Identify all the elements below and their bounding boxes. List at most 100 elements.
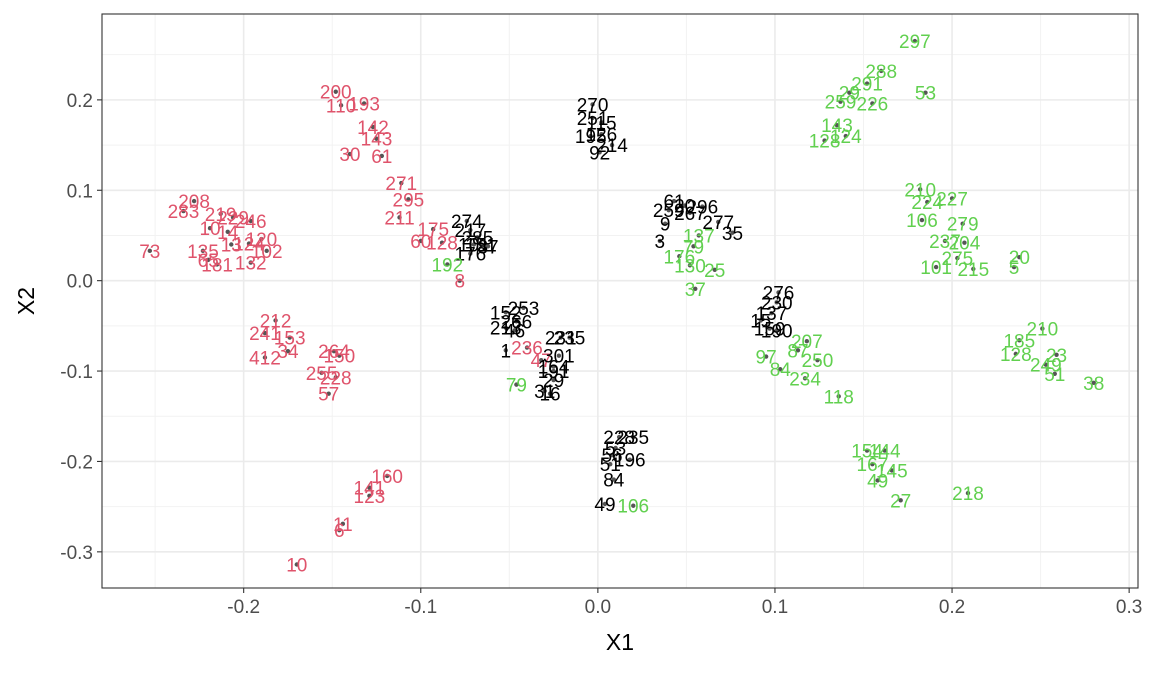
- point-label: 291: [851, 75, 883, 96]
- data-point: [971, 266, 976, 272]
- point-label: 266: [501, 312, 533, 333]
- data-point: [613, 445, 618, 451]
- point-label: 135: [187, 242, 219, 263]
- data-point: [503, 310, 508, 315]
- x-axis-ticks: -0.2 -0.1 0.0 0.1 0.2 0.3: [227, 588, 1142, 618]
- point-label: 210: [904, 180, 936, 201]
- point-label: 196: [614, 451, 646, 472]
- data-point: [590, 102, 595, 107]
- data-point: [468, 227, 473, 233]
- point-label: 35: [722, 224, 743, 245]
- data-point: [521, 305, 526, 310]
- data-point: [822, 138, 827, 143]
- data-point: [285, 348, 291, 354]
- data-point: [478, 242, 484, 247]
- point-label: 195: [575, 127, 607, 148]
- point-label: 277: [702, 213, 734, 234]
- data-point: [229, 242, 234, 247]
- data-point: [538, 358, 544, 363]
- point-label: 296: [686, 198, 718, 219]
- data-point: [942, 238, 948, 244]
- point-label: 144: [869, 442, 901, 463]
- data-point: [503, 348, 508, 353]
- point-label: 53: [605, 439, 626, 460]
- data-point: [1052, 371, 1057, 376]
- data-point: [599, 120, 604, 125]
- point-label: 29: [839, 84, 860, 105]
- point-label: 159: [754, 320, 786, 341]
- point-label: 143: [821, 116, 853, 137]
- point-label: 16: [539, 385, 560, 406]
- point-label: 176: [663, 247, 695, 268]
- point-label: 132: [235, 254, 267, 275]
- data-point: [230, 215, 236, 220]
- data-point: [838, 99, 843, 104]
- point-label: 23: [1046, 346, 1067, 367]
- data-point: [933, 264, 939, 270]
- data-point: [666, 207, 671, 213]
- data-point: [333, 89, 338, 94]
- point-label: 246: [235, 212, 267, 233]
- point-label: 101: [458, 236, 490, 257]
- point-label: 13: [221, 236, 242, 257]
- data-point: [333, 375, 338, 380]
- data-point: [870, 101, 875, 106]
- point-label: 79: [506, 376, 527, 397]
- point-label: 84: [770, 360, 792, 381]
- point-label: 3: [655, 232, 666, 253]
- data-point: [218, 211, 223, 216]
- data-point: [248, 218, 253, 224]
- point-label: 192: [431, 255, 463, 276]
- data-point: [262, 330, 268, 336]
- data-point: [542, 388, 547, 394]
- data-point: [246, 241, 252, 246]
- data-point: [1054, 352, 1059, 357]
- point-label: 25: [704, 261, 725, 282]
- point-label: 141: [354, 479, 386, 500]
- data-point: [406, 197, 411, 202]
- point-label: 219: [205, 205, 237, 226]
- data-point: [457, 278, 462, 283]
- point-label: 264: [318, 342, 350, 363]
- point-label: 79: [683, 237, 704, 258]
- data-point: [730, 230, 735, 235]
- data-point: [804, 339, 810, 344]
- x-tick-label: -0.1: [404, 597, 437, 618]
- data-point: [611, 477, 617, 482]
- point-label: 97: [756, 348, 777, 369]
- point-label: 259: [825, 93, 857, 114]
- data-point: [864, 81, 870, 86]
- point-label: 87: [477, 237, 498, 258]
- data-point: [287, 335, 292, 340]
- y-tick-label: 0.2: [67, 91, 93, 112]
- point-label: 208: [178, 192, 210, 213]
- data-point: [1011, 264, 1017, 270]
- data-point: [671, 198, 677, 204]
- x-tick-label: 0.2: [939, 597, 965, 618]
- data-point: [758, 318, 763, 323]
- point-label: 412: [249, 348, 281, 369]
- data-point: [955, 255, 960, 261]
- point-label: 128: [809, 132, 841, 153]
- point-label: 218: [952, 484, 984, 505]
- point-label: 160: [371, 467, 403, 488]
- data-point: [682, 203, 687, 208]
- point-label: 181: [201, 255, 233, 276]
- data-point: [691, 244, 696, 249]
- x-tick-label: 0.0: [585, 597, 611, 618]
- point-label: 227: [936, 189, 968, 210]
- data-point: [248, 260, 253, 265]
- point-label: 190: [761, 321, 793, 342]
- data-point: [923, 90, 928, 95]
- x-tick-label: -0.2: [227, 597, 260, 618]
- data-point: [331, 348, 337, 354]
- data-point: [687, 263, 693, 268]
- data-points: [147, 38, 1096, 567]
- point-label: 56: [601, 446, 622, 467]
- point-label: 150: [323, 347, 355, 368]
- point-label: 47: [531, 351, 552, 372]
- data-point: [965, 490, 971, 496]
- point-label: 251: [577, 109, 609, 130]
- point-label: 92: [589, 143, 610, 164]
- data-point: [1017, 254, 1022, 260]
